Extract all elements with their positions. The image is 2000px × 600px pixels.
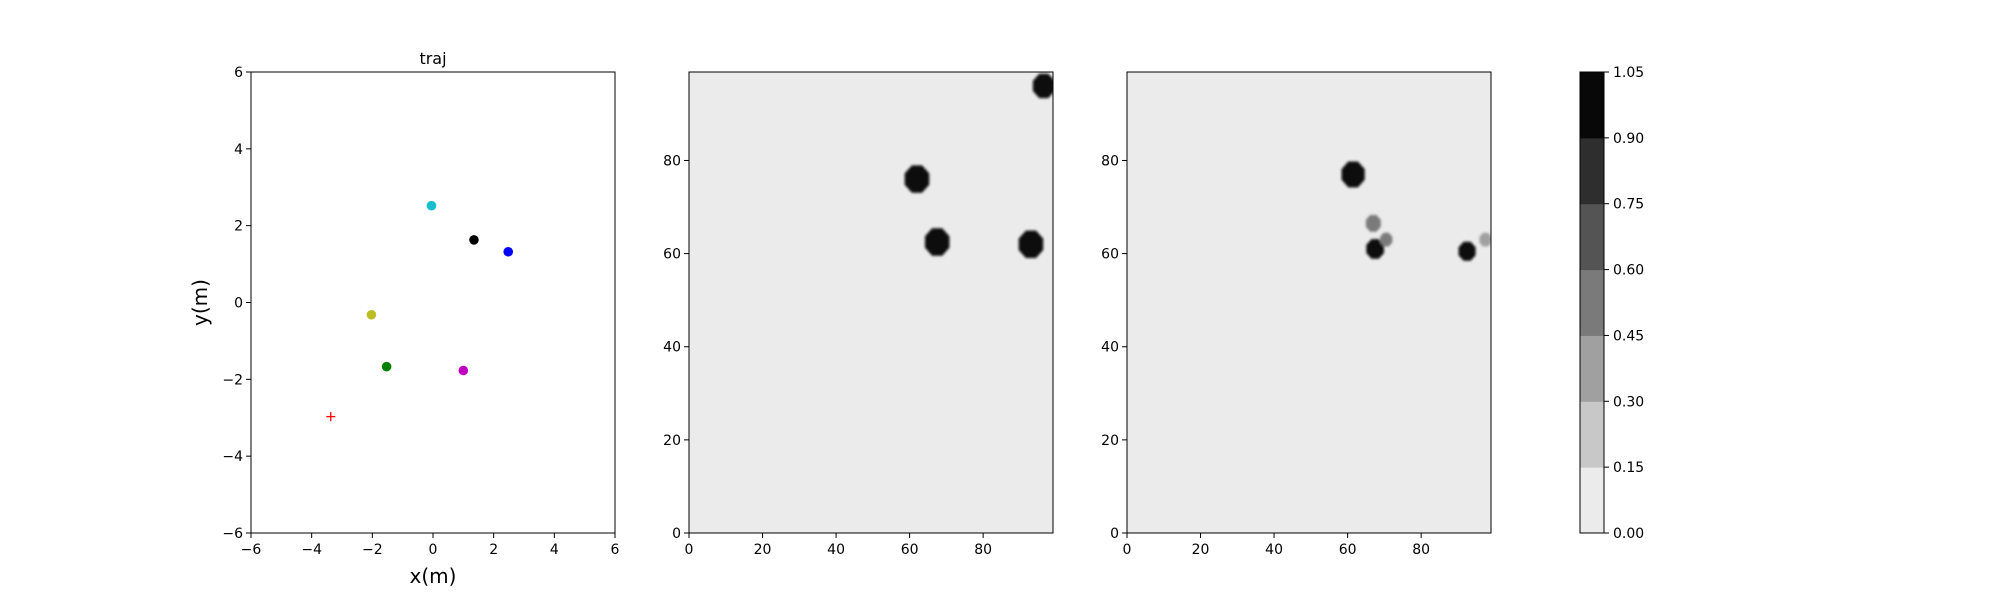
y-tick-label: 0 bbox=[1110, 526, 1119, 542]
y-tick-label: 60 bbox=[1101, 247, 1119, 263]
heatmap-blob bbox=[1479, 232, 1491, 247]
colorbar-band bbox=[1580, 137, 1604, 205]
plot-area-frame bbox=[1126, 71, 1492, 534]
colorbar-tick-label: 0.30 bbox=[1613, 394, 1644, 410]
plot-area-frame bbox=[688, 71, 1054, 534]
x-axis-ticks: 0 20 40 60 80 bbox=[1123, 533, 1430, 558]
y-tick-label: −2 bbox=[222, 372, 243, 388]
y-tick-label: 6 bbox=[234, 65, 243, 81]
x-tick-label: −2 bbox=[362, 542, 383, 558]
y-tick-label: 2 bbox=[234, 219, 243, 235]
colorbar-band bbox=[1580, 401, 1604, 468]
x-tick-label: −6 bbox=[241, 542, 262, 558]
heatmap-blob bbox=[1458, 241, 1476, 261]
y-tick-label: 0 bbox=[234, 296, 243, 312]
y-axis-ticks: 0 20 40 60 80 bbox=[1101, 153, 1127, 542]
x-tick-label: 4 bbox=[550, 542, 559, 558]
x-tick-label: 0 bbox=[429, 542, 438, 558]
x-tick-label: 20 bbox=[1192, 542, 1210, 558]
trajectory-panel: traj −6 −4 −2 0 2 4 6 −6 −4 −2 0 2 4 6 x(m) y(m) bbox=[188, 49, 620, 588]
heatmap-blob bbox=[1365, 215, 1381, 232]
y-tick-label: 20 bbox=[663, 433, 681, 449]
y-tick-label: 0 bbox=[672, 526, 681, 542]
colorbar-band bbox=[1580, 203, 1604, 271]
heatmap-blob bbox=[904, 165, 930, 193]
x-tick-label: 2 bbox=[489, 542, 498, 558]
heatmap-blobs bbox=[904, 73, 1053, 258]
y-tick-label: 20 bbox=[1101, 433, 1119, 449]
y-tick-label: 80 bbox=[1101, 153, 1119, 169]
colorbar-bands bbox=[1580, 72, 1604, 534]
x-tick-label: 40 bbox=[827, 542, 845, 558]
x-tick-label: 80 bbox=[1412, 542, 1430, 558]
x-tick-label: −4 bbox=[301, 542, 322, 558]
x-tick-label: 40 bbox=[1265, 542, 1283, 558]
x-tick-label: 0 bbox=[1123, 542, 1132, 558]
heatmap-blob bbox=[925, 228, 950, 256]
scatter-point bbox=[426, 200, 437, 211]
heatmap-background bbox=[689, 72, 1053, 533]
x-axis-ticks: −6 −4 −2 0 2 4 6 bbox=[241, 533, 620, 558]
y-tick-label: −4 bbox=[222, 449, 243, 465]
colorbar-band bbox=[1580, 335, 1604, 402]
y-axis-ticks: −6 −4 −2 0 2 4 6 bbox=[222, 65, 251, 542]
y-tick-label: −6 bbox=[222, 526, 243, 542]
y-tick-label: 40 bbox=[1101, 340, 1119, 356]
colorbar-tick-label: 0.15 bbox=[1613, 460, 1644, 476]
y-tick-label: 4 bbox=[234, 142, 243, 158]
colorbar-ticks: 0.00 0.15 0.30 0.45 0.60 0.75 0.90 1.05 bbox=[1604, 65, 1644, 542]
scatter-point bbox=[503, 246, 514, 257]
heatmap-panel-1: 0 20 40 60 80 0 20 40 60 80 bbox=[663, 71, 1054, 558]
x-axis-label: x(m) bbox=[410, 564, 457, 588]
heatmap-blob bbox=[1341, 161, 1365, 188]
scatter-point bbox=[469, 235, 479, 245]
colorbar-band bbox=[1580, 467, 1604, 534]
colorbar: 0.00 0.15 0.30 0.45 0.60 0.75 0.90 1.05 bbox=[1579, 65, 1644, 542]
heatmap-background bbox=[1127, 72, 1491, 533]
x-tick-label: 60 bbox=[901, 542, 919, 558]
colorbar-tick-label: 0.75 bbox=[1613, 197, 1644, 213]
colorbar-band bbox=[1580, 72, 1604, 139]
scatter-point bbox=[381, 361, 392, 372]
x-tick-label: 80 bbox=[974, 542, 992, 558]
x-tick-label: 60 bbox=[1339, 542, 1357, 558]
y-axis-label: y(m) bbox=[188, 279, 212, 326]
y-axis-ticks: 0 20 40 60 80 bbox=[663, 153, 689, 542]
chart-title: traj bbox=[419, 49, 446, 68]
heatmap-blobs bbox=[1341, 161, 1491, 261]
colorbar-tick-label: 0.60 bbox=[1613, 263, 1644, 279]
scatter-point bbox=[458, 365, 469, 376]
heatmap-blob bbox=[1366, 239, 1384, 259]
x-tick-label: 0 bbox=[685, 542, 694, 558]
x-axis-ticks: 0 20 40 60 80 bbox=[685, 533, 992, 558]
x-tick-label: 6 bbox=[611, 542, 620, 558]
y-tick-label: 60 bbox=[663, 247, 681, 263]
colorbar-band bbox=[1580, 269, 1604, 336]
colorbar-tick-label: 0.00 bbox=[1613, 526, 1644, 542]
heatmap-blob bbox=[1018, 230, 1044, 258]
x-tick-label: 20 bbox=[754, 542, 772, 558]
colorbar-frame bbox=[1579, 71, 1605, 534]
heatmap-panel-2: 0 20 40 60 80 0 20 40 60 80 bbox=[1101, 71, 1492, 558]
heatmap-blob bbox=[1380, 232, 1393, 247]
y-tick-label: 80 bbox=[663, 153, 681, 169]
heatmap-blob bbox=[1032, 73, 1053, 99]
scatter-points bbox=[326, 200, 514, 422]
y-tick-label: 40 bbox=[663, 340, 681, 356]
scatter-point bbox=[326, 412, 336, 422]
plot-area-frame bbox=[250, 71, 616, 534]
colorbar-tick-label: 0.45 bbox=[1613, 328, 1644, 344]
scatter-point bbox=[366, 309, 377, 320]
colorbar-tick-label: 1.05 bbox=[1613, 65, 1644, 81]
colorbar-tick-label: 0.90 bbox=[1613, 131, 1644, 147]
